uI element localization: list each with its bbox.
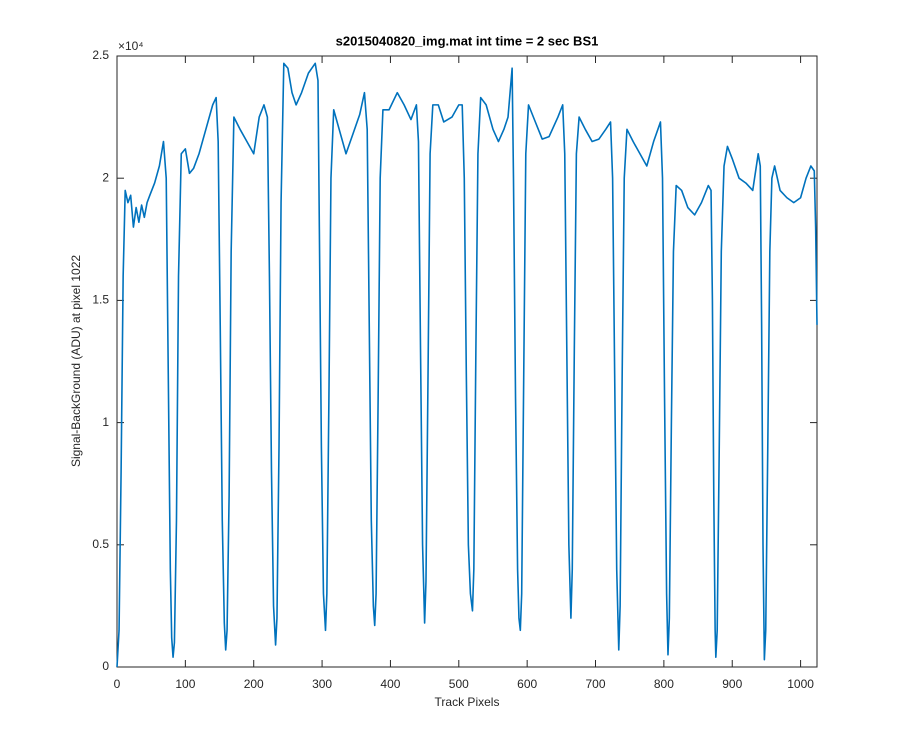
x-tick-label: 900 (722, 677, 742, 691)
x-axis-label: Track Pixels (435, 695, 500, 709)
y-scale-label: ×10⁴ (118, 39, 144, 53)
x-tick-label: 0 (114, 677, 121, 691)
y-tick-label: 1 (102, 415, 109, 429)
x-tick-label: 100 (175, 677, 195, 691)
y-tick-label: 1.5 (92, 293, 109, 307)
y-tick-label: 0 (102, 659, 109, 673)
x-tick-label: 700 (586, 677, 606, 691)
y-tick-label: 0.5 (92, 537, 109, 551)
x-tick-label: 500 (449, 677, 469, 691)
x-tick-label: 800 (654, 677, 674, 691)
x-tick-label: 1000 (787, 677, 814, 691)
x-tick-label: 200 (244, 677, 264, 691)
y-tick-label: 2.5 (92, 48, 109, 62)
data-line (116, 62, 818, 668)
chart-title: s2015040820_img.mat int time = 2 sec BS1 (336, 33, 599, 48)
axes-box (116, 55, 818, 668)
y-tick-label: 2 (102, 170, 109, 184)
x-tick-label: 300 (312, 677, 332, 691)
x-tick-label: 400 (380, 677, 400, 691)
x-tick-label: 600 (517, 677, 537, 691)
y-axis-label: Signal-BackGround (ADU) at pixel 1022 (69, 255, 83, 467)
